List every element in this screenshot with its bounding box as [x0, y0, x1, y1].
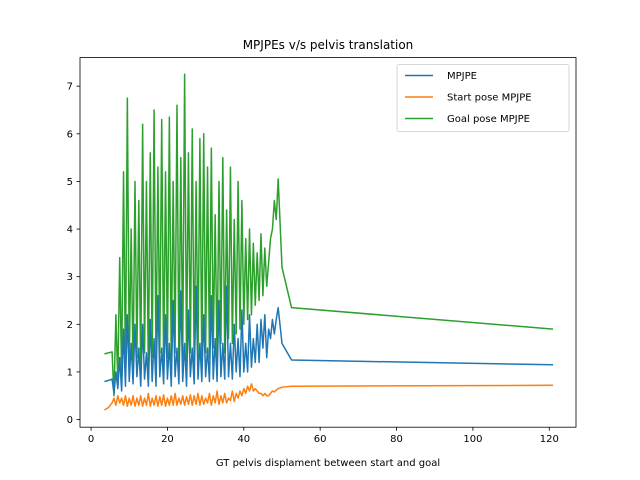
y-tick-label: 0: [67, 415, 73, 426]
x-tick-label: 80: [390, 434, 403, 445]
x-tick-label: 60: [314, 434, 327, 445]
x-tick-label: 20: [161, 434, 174, 445]
plot-frame: [79, 57, 577, 428]
series-line-1: [104, 383, 554, 411]
x-tick-label: 100: [463, 434, 482, 445]
legend-label: Goal pose MPJPE: [447, 114, 530, 125]
x-axis-label: GT pelvis displament between start and g…: [216, 458, 440, 469]
chart-title: MPJPEs v/s pelvis translation: [243, 38, 414, 52]
y-tick-label: 6: [67, 129, 73, 140]
legend-label: Start pose MPJPE: [447, 93, 532, 104]
y-tick-label: 2: [67, 320, 73, 331]
x-axis-ticks: 0 20 40 60 80 100 120: [88, 427, 559, 445]
y-tick-label: 4: [67, 225, 73, 236]
y-tick-label: 5: [67, 177, 73, 188]
x-tick-label: 120: [540, 434, 559, 445]
legend: MPJPE Start pose MPJPE Goal pose MPJPE: [396, 64, 570, 132]
y-tick-label: 7: [67, 82, 73, 93]
x-tick-label: 40: [237, 434, 250, 445]
series-layer: [104, 73, 554, 411]
series-line-2: [104, 73, 554, 397]
legend-box: [396, 64, 570, 132]
y-tick-label: 3: [67, 272, 73, 283]
x-tick-label: 0: [88, 434, 94, 445]
y-axis-ticks: 0 1 2 3 4 5 6 7: [67, 82, 80, 426]
y-tick-label: 1: [67, 367, 73, 378]
legend-label: MPJPE: [447, 71, 477, 82]
series-line-0: [104, 285, 554, 395]
